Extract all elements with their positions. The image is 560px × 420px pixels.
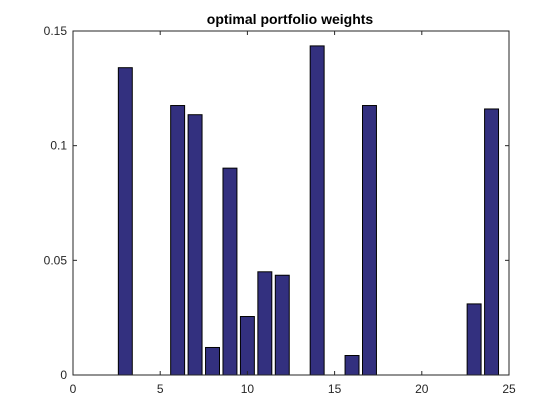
axes-box <box>72 30 510 376</box>
bar-asset-6 <box>170 105 186 376</box>
bar-asset-16 <box>344 355 360 376</box>
bar-asset-14 <box>309 45 325 376</box>
y-tick-label-0: 0 <box>60 368 67 382</box>
bar-asset-12 <box>274 274 290 376</box>
bar-asset-3 <box>117 67 133 376</box>
y-tick-label-0_1: 0.1 <box>50 139 67 153</box>
x-tick-label-5: 5 <box>157 382 164 396</box>
bars-group <box>117 45 500 376</box>
x-tick-label-0: 0 <box>70 382 77 396</box>
y-tick-label-0_05: 0.05 <box>44 253 68 267</box>
bar-asset-7 <box>187 114 203 376</box>
x-tick-label-10: 10 <box>241 382 255 396</box>
chart-title: optimal portfolio weights <box>207 11 374 27</box>
bar-asset-10 <box>239 316 255 376</box>
bar-asset-9 <box>222 167 238 376</box>
bar-asset-17 <box>362 105 377 376</box>
axes-group: 0 5 10 15 20 25 0 0.05 0.1 0.15 <box>44 24 516 396</box>
y-tick-label-0_15: 0.15 <box>44 24 68 38</box>
bar-asset-23 <box>466 303 482 376</box>
x-tick-label-25: 25 <box>502 382 516 396</box>
plot-area <box>73 31 509 375</box>
x-tick-label-20: 20 <box>415 382 429 396</box>
bar-asset-24 <box>484 108 500 376</box>
bar-asset-8 <box>205 346 220 376</box>
x-tick-label-15: 15 <box>328 382 342 396</box>
bar-asset-11 <box>257 271 273 376</box>
